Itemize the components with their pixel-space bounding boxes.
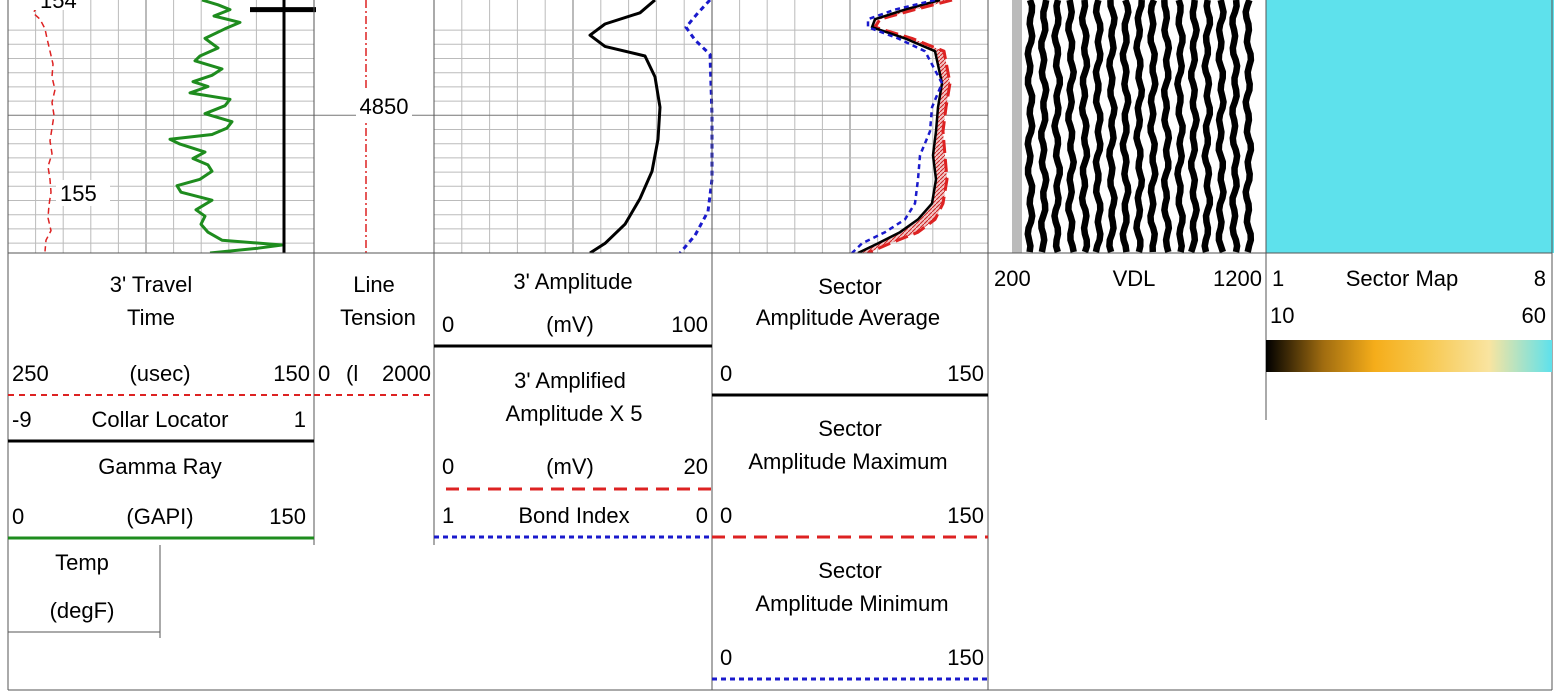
depth-label-4850: 4850 [360,94,409,119]
vdl-band [1092,0,1104,253]
amplified-min: 0 [442,454,454,479]
max-title-l2: Amplitude Maximum [748,449,947,474]
tension-min: 0 [318,361,330,386]
min-min: 0 [720,645,732,670]
vdl-band [1215,0,1227,253]
vdl-title: VDL [1113,266,1156,291]
vdl-band [1038,0,1050,253]
amplified-unit: (mV) [546,454,594,479]
vdl-band [1078,0,1091,253]
vdl-band [1242,0,1255,253]
header-track4: Sector Amplitude Average 0 150 Sector Am… [712,274,988,681]
vdl-band [1133,0,1146,253]
min-title-l1: Sector [818,558,882,583]
amplitude-title: 3' Amplitude [513,269,632,294]
travel-time-unit: (usec) [129,361,190,386]
sector-map-min: 1 [1272,266,1284,291]
gamma-max: 150 [269,504,306,529]
gamma-title: Gamma Ray [98,454,221,479]
header-line-tension: Line Tension 0 (l 2000 [314,272,434,396]
bond-index-title: Bond Index [518,503,629,528]
max-title-l1: Sector [818,416,882,441]
header-sector-map: 1 Sector Map 8 10 60 [1266,266,1552,372]
gamma-min: 0 [12,504,24,529]
collar-min: -9 [12,407,32,432]
sector-min-curve [851,0,944,253]
vdl-gray-band [1012,0,1022,253]
amplified-title-l2: Amplitude X 5 [506,401,643,426]
avg-max: 150 [947,361,984,386]
sector-map-fill [1266,0,1554,253]
amplitude-curve [588,0,662,253]
avg-min: 0 [720,361,732,386]
header-track3: 3' Amplitude 0 (mV) 100 3' Amplified Amp… [434,269,712,539]
vdl-band [1065,0,1078,253]
temp-label-155: 155 [60,181,97,206]
travel-time-max: 150 [273,361,310,386]
sector-max-curve [867,0,953,253]
vdl-band [1024,0,1036,253]
temp-title: Temp [55,550,109,575]
amplitude-max: 100 [671,312,708,337]
vdl-max: 1200 [1213,266,1262,291]
log-plot-area [7,0,1554,253]
max-max: 150 [947,503,984,528]
bond-index-curve [678,0,714,253]
travel-time-title-l1: 3' Travel [110,272,192,297]
travel-time-min: 250 [12,361,49,386]
header-track1: 3' Travel Time 250 (usec) 150 -9 Collar … [8,272,314,623]
collar-max: 1 [294,407,306,432]
curves [29,0,953,253]
bond-index-max: 0 [696,503,708,528]
gamma-ray-curve [168,0,284,253]
vdl-band [1174,0,1186,253]
vdl-band [1119,0,1132,253]
amplified-max: 20 [684,454,708,479]
amplitude-min: 0 [442,312,454,337]
depth-labels: 4850 154 155 [26,0,412,206]
vdl-band [1160,0,1173,253]
grids [7,0,989,253]
max-min: 0 [720,503,732,528]
temp-curve [29,0,56,252]
avg-title-l1: Sector [818,274,882,299]
sector-avg-curve [857,0,944,253]
vdl-band [1187,0,1200,253]
gamma-unit: (GAPI) [126,504,193,529]
collar-title: Collar Locator [92,407,229,432]
sector-map-scale-max: 60 [1522,303,1546,328]
vdl-image [1012,0,1255,253]
tension-title-l1: Line [353,272,395,297]
sector-map-scale-min: 10 [1270,303,1294,328]
tension-title-l2: Tension [340,305,416,330]
temp-unit: (degF) [50,598,115,623]
vdl-band [1147,0,1159,253]
avg-title-l2: Amplitude Average [756,305,940,330]
tension-max: 2000 [382,361,431,386]
vdl-band [1051,0,1064,253]
bond-index-min: 1 [442,503,454,528]
vdl-band [1229,0,1241,253]
sector-map-max: 8 [1534,266,1546,291]
travel-time-title-l2: Time [127,305,175,330]
min-title-l2: Amplitude Minimum [755,591,948,616]
amplitude-unit: (mV) [546,312,594,337]
vdl-band [1106,0,1118,253]
tension-unit: (l [346,361,358,386]
min-max: 150 [947,645,984,670]
temp-label-154: 154 [40,0,77,13]
sector-map-colorbar [1266,340,1552,372]
amplified-title-l1: 3' Amplified [514,368,626,393]
vdl-band [1201,0,1214,253]
header-vdl: 200 VDL 1200 [994,266,1262,291]
vdl-min: 200 [994,266,1031,291]
sector-map-title: Sector Map [1346,266,1459,291]
